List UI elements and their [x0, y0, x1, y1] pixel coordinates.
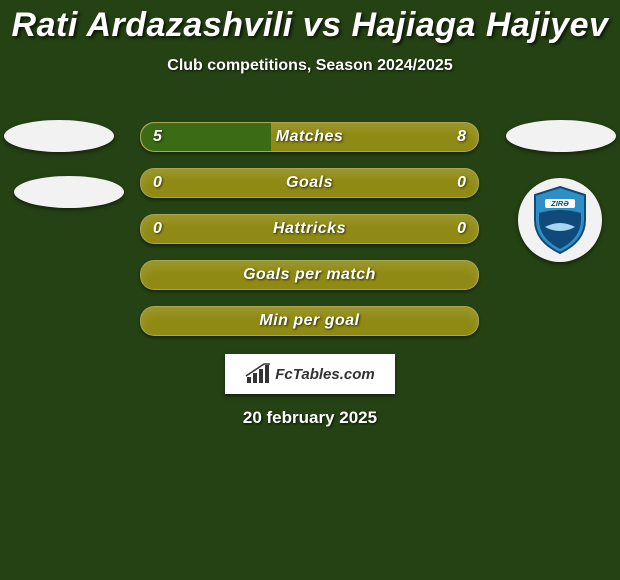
- stats-container: 5 Matches 8 0 Goals 0 0 Hattricks 0 Goal…: [140, 122, 479, 352]
- competition-subtitle: Club competitions, Season 2024/2025: [0, 57, 620, 75]
- stat-label: Matches: [276, 128, 344, 146]
- crest-label: ZIRƏ: [550, 199, 569, 208]
- player-a-badge-2: [14, 176, 124, 208]
- player-b-badge-1: [506, 120, 616, 152]
- club-crest: ZIRƏ: [518, 178, 602, 262]
- vs-separator: vs: [303, 6, 342, 44]
- shield-icon: ZIRƏ: [531, 185, 589, 255]
- brand-text: FcTables.com: [275, 366, 374, 383]
- stat-left-value: 5: [153, 123, 162, 151]
- bar-chart-icon: [245, 363, 271, 385]
- stat-left-value: 0: [153, 215, 162, 243]
- stat-label: Goals per match: [243, 266, 376, 284]
- stat-label: Hattricks: [273, 220, 346, 238]
- stat-bar-matches: 5 Matches 8: [140, 122, 479, 152]
- player-a-badge-1: [4, 120, 114, 152]
- stat-bar-goals: 0 Goals 0: [140, 168, 479, 198]
- stat-label: Goals: [286, 174, 333, 192]
- player-a-name: Rati Ardazashvili: [12, 6, 293, 44]
- snapshot-date: 20 february 2025: [0, 408, 620, 428]
- brand-badge[interactable]: FcTables.com: [225, 354, 395, 394]
- stat-right-value: 8: [457, 123, 466, 151]
- stat-left-value: 0: [153, 169, 162, 197]
- stat-label: Min per goal: [259, 312, 359, 330]
- stat-right-value: 0: [457, 169, 466, 197]
- comparison-title: Rati Ardazashvili vs Hajiaga Hajiyev: [0, 0, 620, 45]
- stat-bar-min-per-goal: Min per goal: [140, 306, 479, 336]
- player-b-name: Hajiaga Hajiyev: [351, 6, 608, 44]
- stat-right-value: 0: [457, 215, 466, 243]
- stat-bar-goals-per-match: Goals per match: [140, 260, 479, 290]
- stat-bar-hattricks: 0 Hattricks 0: [140, 214, 479, 244]
